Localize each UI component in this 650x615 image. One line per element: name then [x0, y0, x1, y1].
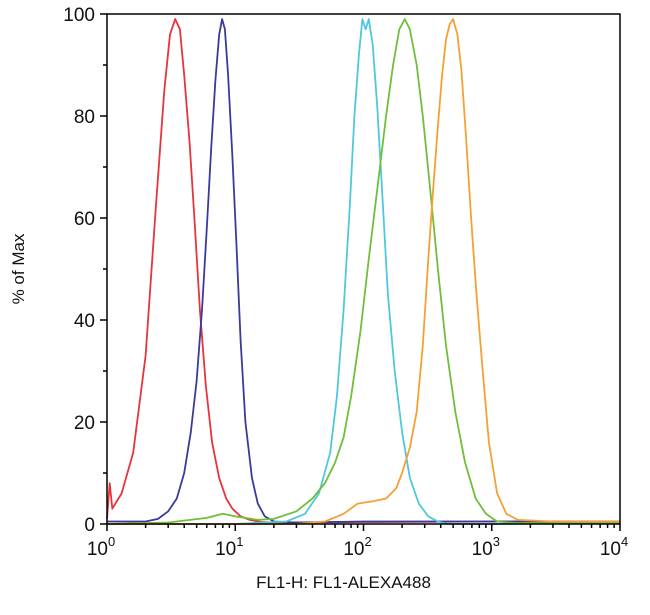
y-tick-label: 80	[74, 107, 95, 128]
y-axis-title: % of Max	[9, 233, 28, 304]
y-tick-label: 60	[74, 209, 95, 230]
series-line-1	[106, 18, 620, 524]
x-axis-title: FL1-H: FL1-ALEXA488	[256, 573, 431, 592]
axis-ticks: 100 101 102 103 104 0 20 40 60 80 100	[63, 5, 628, 560]
y-tick-label: 20	[74, 413, 95, 434]
series-line-3	[107, 18, 621, 525]
series-line-5	[107, 18, 620, 525]
x-tick-label: 100	[87, 534, 115, 560]
x-tick-label: 104	[600, 534, 628, 560]
series-line-2	[107, 18, 620, 524]
y-tick-label: 100	[63, 5, 95, 26]
y-tick-label: 40	[74, 311, 95, 332]
x-tick-label: 103	[472, 534, 500, 560]
y-tick-label: 0	[84, 515, 95, 536]
x-tick-label: 102	[343, 534, 371, 560]
series-layer	[106, 18, 621, 525]
series-line-4	[106, 18, 620, 525]
plot-frame	[106, 13, 621, 525]
x-tick-label: 101	[215, 534, 243, 560]
